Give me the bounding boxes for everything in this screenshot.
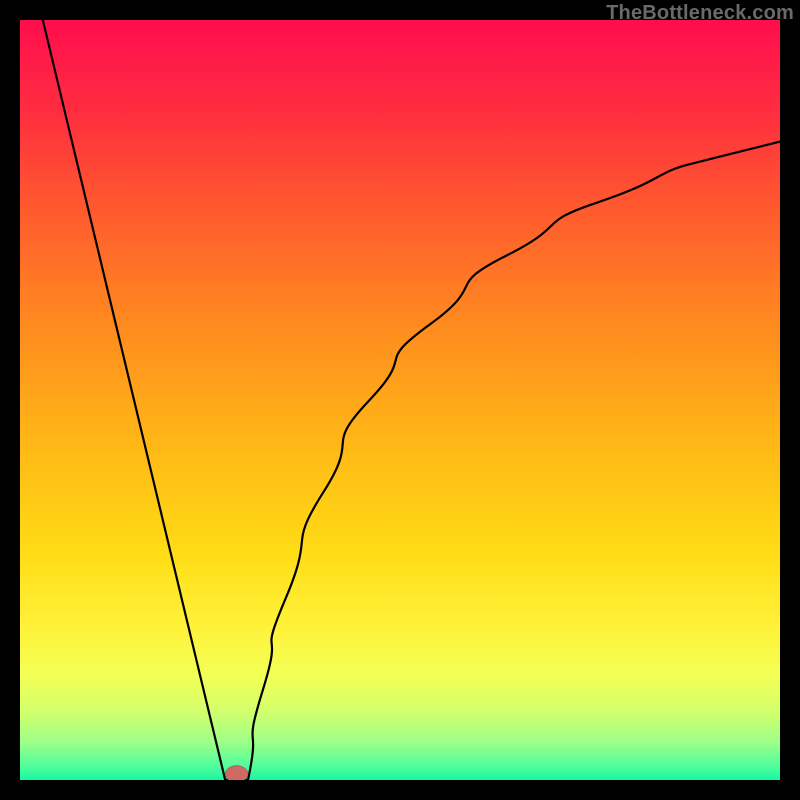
bottleneck-chart xyxy=(20,20,780,780)
outer-frame: TheBottleneck.com xyxy=(0,0,800,800)
optimal-point-dot xyxy=(225,766,248,780)
